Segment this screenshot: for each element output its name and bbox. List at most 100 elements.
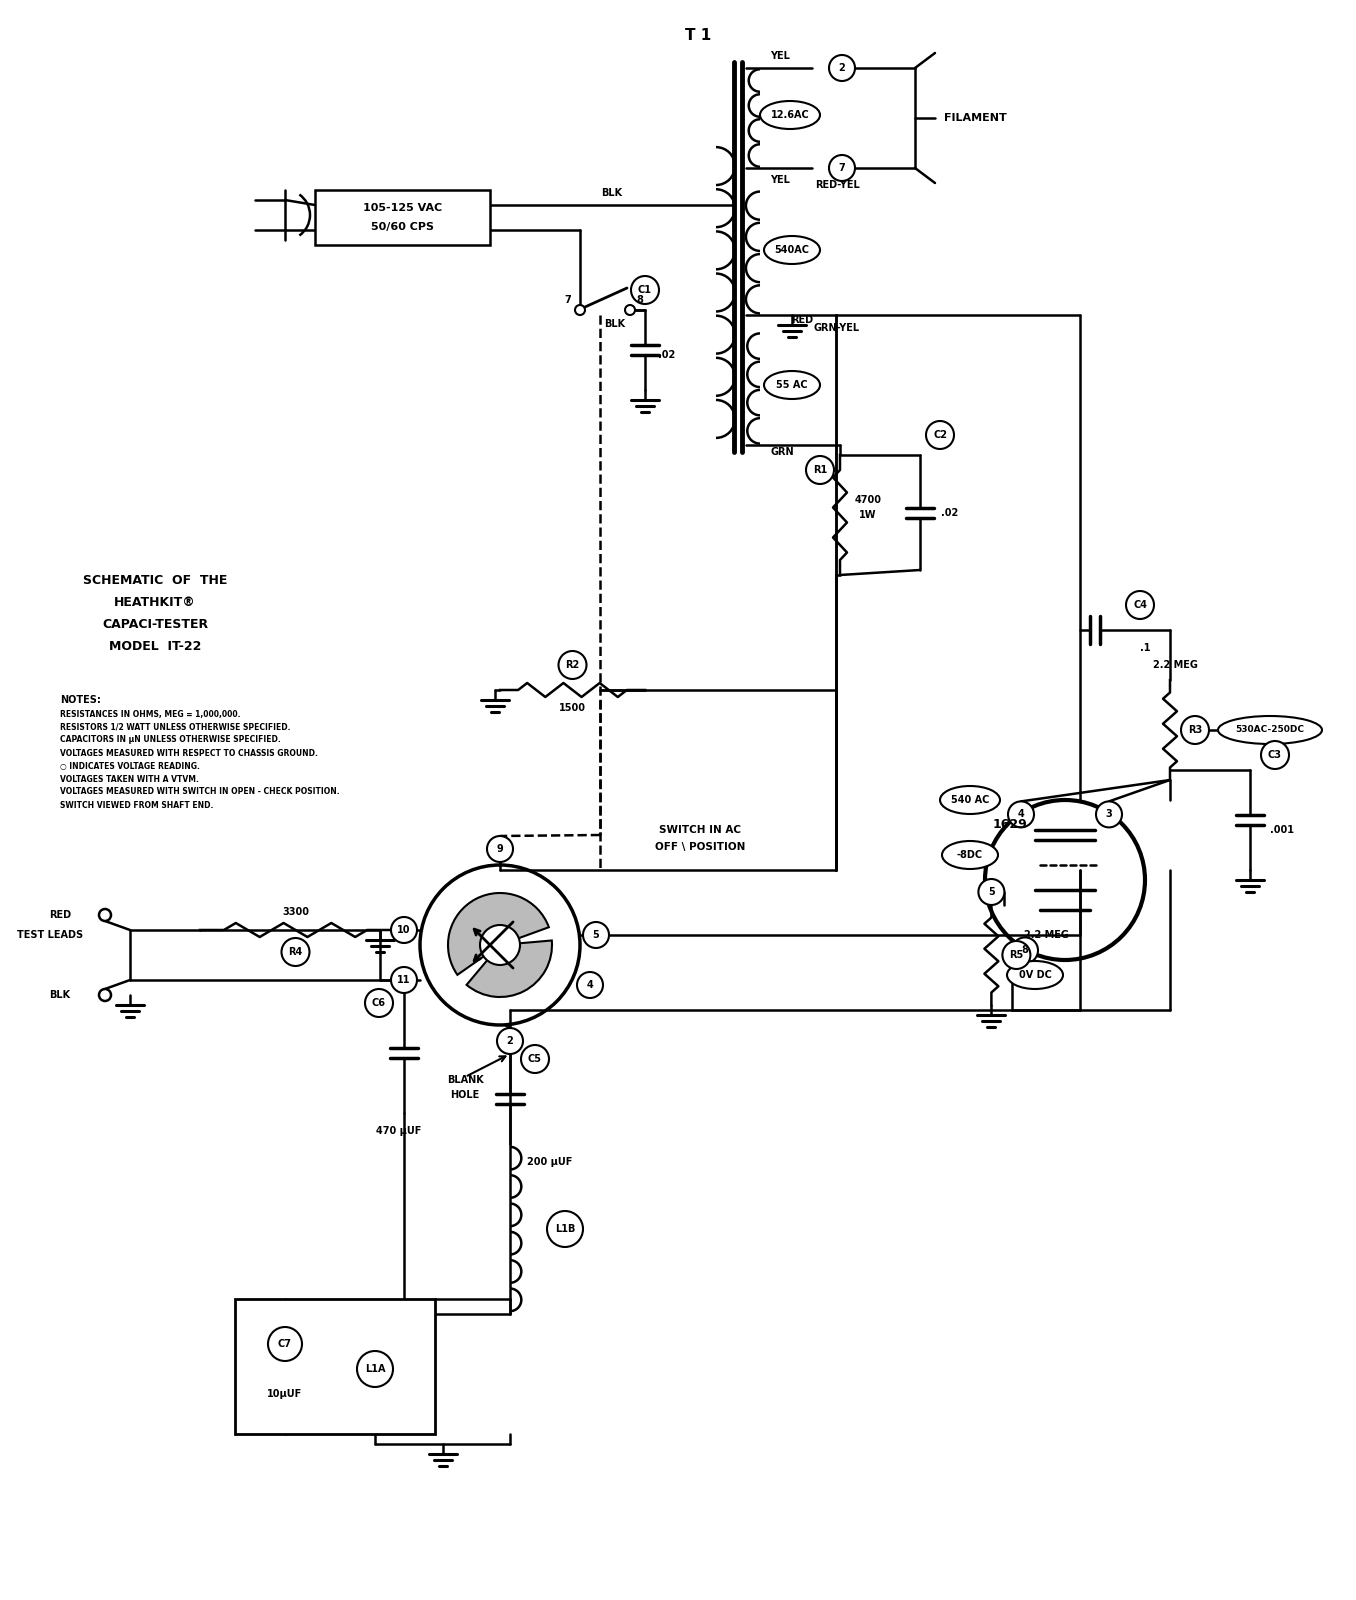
Text: RED: RED <box>49 910 71 920</box>
Text: GRN-YEL: GRN-YEL <box>814 323 860 333</box>
Circle shape <box>1012 938 1037 963</box>
Circle shape <box>99 989 111 1002</box>
Text: R3: R3 <box>1188 725 1203 734</box>
Text: L1A: L1A <box>365 1363 385 1374</box>
Circle shape <box>521 1045 549 1074</box>
Circle shape <box>1002 941 1031 970</box>
Circle shape <box>480 925 519 965</box>
Circle shape <box>498 1029 523 1054</box>
Text: 4: 4 <box>587 979 594 990</box>
Text: L1B: L1B <box>555 1224 575 1234</box>
Text: VOLTAGES TAKEN WITH A VTVM.: VOLTAGES TAKEN WITH A VTVM. <box>60 774 199 784</box>
Text: 530AC-250DC: 530AC-250DC <box>1235 725 1304 734</box>
Circle shape <box>365 989 393 1018</box>
Text: YEL: YEL <box>770 51 791 61</box>
Text: .001: .001 <box>1271 826 1294 835</box>
Text: HEATHKIT®: HEATHKIT® <box>114 595 195 608</box>
Text: 470 μUF: 470 μUF <box>377 1126 422 1136</box>
Circle shape <box>391 917 418 942</box>
Circle shape <box>926 421 955 450</box>
Text: 1629: 1629 <box>993 819 1028 832</box>
Text: 1W: 1W <box>860 510 877 520</box>
Text: 8: 8 <box>636 294 644 306</box>
Text: OFF \ POSITION: OFF \ POSITION <box>655 842 746 851</box>
Bar <box>235 1299 435 1434</box>
Text: 10: 10 <box>397 925 411 934</box>
Text: SCHEMATIC  OF  THE: SCHEMATIC OF THE <box>83 573 228 587</box>
Text: BLK: BLK <box>49 990 71 1000</box>
Circle shape <box>1261 741 1290 770</box>
Wedge shape <box>466 941 552 997</box>
Circle shape <box>575 306 584 315</box>
Circle shape <box>984 800 1144 960</box>
Ellipse shape <box>759 101 820 130</box>
Text: 7: 7 <box>838 163 845 173</box>
Text: SWITCH IN AC: SWITCH IN AC <box>659 826 740 835</box>
Text: 4700: 4700 <box>854 494 881 506</box>
Circle shape <box>1008 802 1035 827</box>
Text: CAPACITORS IN μN UNLESS OTHERWISE SPECIFIED.: CAPACITORS IN μN UNLESS OTHERWISE SPECIF… <box>60 736 281 744</box>
Text: GRN: GRN <box>770 446 793 458</box>
Text: 50/60 CPS: 50/60 CPS <box>372 222 434 232</box>
Text: C4: C4 <box>1134 600 1147 610</box>
Text: BLK: BLK <box>605 318 625 330</box>
Circle shape <box>979 878 1005 906</box>
Circle shape <box>99 909 111 922</box>
Text: .02: .02 <box>941 507 959 517</box>
Text: FILAMENT: FILAMENT <box>944 114 1006 123</box>
Circle shape <box>829 155 856 181</box>
Text: -8DC: -8DC <box>957 850 983 861</box>
Circle shape <box>391 966 418 994</box>
Text: NOTES:: NOTES: <box>60 694 100 706</box>
Text: 3300: 3300 <box>282 907 309 917</box>
Text: 12.6AC: 12.6AC <box>770 110 810 120</box>
Circle shape <box>625 306 635 315</box>
Text: T 1: T 1 <box>685 27 711 43</box>
Text: RESISTORS 1/2 WATT UNLESS OTHERWISE SPECIFIED.: RESISTORS 1/2 WATT UNLESS OTHERWISE SPEC… <box>60 723 290 731</box>
Text: R1: R1 <box>812 466 827 475</box>
Ellipse shape <box>763 371 820 398</box>
Text: 55 AC: 55 AC <box>776 379 808 390</box>
Text: 2.2 MEG: 2.2 MEG <box>1153 659 1197 670</box>
Text: 1500: 1500 <box>559 702 586 714</box>
Text: .02: .02 <box>659 350 675 360</box>
Text: BLK: BLK <box>602 187 622 198</box>
Text: 5: 5 <box>989 886 995 898</box>
Text: RED: RED <box>791 315 814 325</box>
Text: 10μUF: 10μUF <box>267 1389 302 1398</box>
Text: R4: R4 <box>289 947 302 957</box>
Circle shape <box>829 54 856 82</box>
Text: C2: C2 <box>933 430 946 440</box>
Text: RED-YEL: RED-YEL <box>815 179 860 190</box>
Text: C7: C7 <box>278 1339 292 1349</box>
Bar <box>315 190 490 245</box>
Text: YEL: YEL <box>770 174 791 186</box>
Text: 0V DC: 0V DC <box>1018 970 1051 979</box>
Ellipse shape <box>763 235 820 264</box>
Text: C3: C3 <box>1268 750 1281 760</box>
Text: VOLTAGES MEASURED WITH RESPECT TO CHASSIS GROUND.: VOLTAGES MEASURED WITH RESPECT TO CHASSI… <box>60 749 317 757</box>
Circle shape <box>1096 802 1121 827</box>
Text: 3: 3 <box>1105 810 1112 819</box>
Text: 540 AC: 540 AC <box>951 795 989 805</box>
Circle shape <box>282 938 309 966</box>
Circle shape <box>583 922 609 947</box>
Text: R2: R2 <box>565 659 579 670</box>
Text: ○ INDICATES VOLTAGE READING.: ○ INDICATES VOLTAGE READING. <box>60 762 199 771</box>
Text: C1: C1 <box>639 285 652 294</box>
Text: HOLE: HOLE <box>450 1090 480 1101</box>
Text: SWITCH VIEWED FROM SHAFT END.: SWITCH VIEWED FROM SHAFT END. <box>60 800 213 810</box>
Circle shape <box>1125 590 1154 619</box>
Text: 11: 11 <box>397 974 411 986</box>
Circle shape <box>631 275 659 304</box>
Text: 540AC: 540AC <box>774 245 810 254</box>
Text: CAPACI-TESTER: CAPACI-TESTER <box>102 618 207 630</box>
Ellipse shape <box>1008 962 1063 989</box>
Text: 2: 2 <box>507 1037 514 1046</box>
Text: RESISTANCES IN OHMS, MEG = 1,000,000.: RESISTANCES IN OHMS, MEG = 1,000,000. <box>60 709 240 718</box>
Text: MODEL  IT-22: MODEL IT-22 <box>108 640 201 653</box>
Circle shape <box>546 1211 583 1246</box>
Text: VOLTAGES MEASURED WITH SWITCH IN OPEN - CHECK POSITION.: VOLTAGES MEASURED WITH SWITCH IN OPEN - … <box>60 787 339 797</box>
Text: 200 μUF: 200 μUF <box>527 1157 572 1166</box>
Circle shape <box>487 835 513 862</box>
